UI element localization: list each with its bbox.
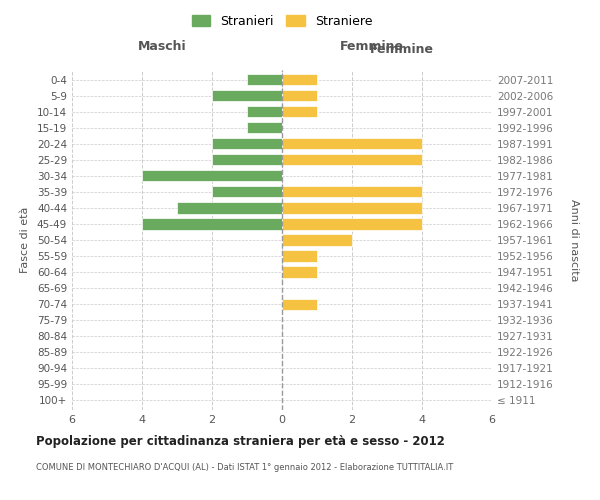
Bar: [282, 154, 422, 166]
Text: Popolazione per cittadinanza straniera per età e sesso - 2012: Popolazione per cittadinanza straniera p…: [36, 435, 445, 448]
Bar: [282, 202, 422, 213]
Bar: [282, 234, 352, 246]
Bar: [212, 138, 282, 149]
Text: Femmine: Femmine: [340, 40, 404, 52]
Bar: [282, 138, 422, 149]
Text: COMUNE DI MONTECHIARO D'ACQUI (AL) - Dati ISTAT 1° gennaio 2012 - Elaborazione T: COMUNE DI MONTECHIARO D'ACQUI (AL) - Dat…: [36, 462, 453, 471]
Bar: [247, 122, 282, 134]
Y-axis label: Fasce di età: Fasce di età: [20, 207, 30, 273]
Bar: [282, 186, 422, 198]
Bar: [142, 170, 282, 181]
Text: Femmine: Femmine: [370, 44, 434, 57]
Bar: [282, 298, 317, 310]
Bar: [212, 154, 282, 166]
Bar: [177, 202, 282, 213]
Text: Maschi: Maschi: [137, 40, 187, 52]
Bar: [282, 266, 317, 278]
Bar: [212, 186, 282, 198]
Bar: [247, 74, 282, 85]
Y-axis label: Anni di nascita: Anni di nascita: [569, 198, 578, 281]
Bar: [282, 218, 422, 230]
Bar: [247, 106, 282, 118]
Bar: [282, 74, 317, 85]
Bar: [282, 250, 317, 262]
Bar: [142, 218, 282, 230]
Legend: Stranieri, Straniere: Stranieri, Straniere: [188, 11, 376, 32]
Bar: [282, 106, 317, 118]
Bar: [212, 90, 282, 102]
Bar: [282, 90, 317, 102]
